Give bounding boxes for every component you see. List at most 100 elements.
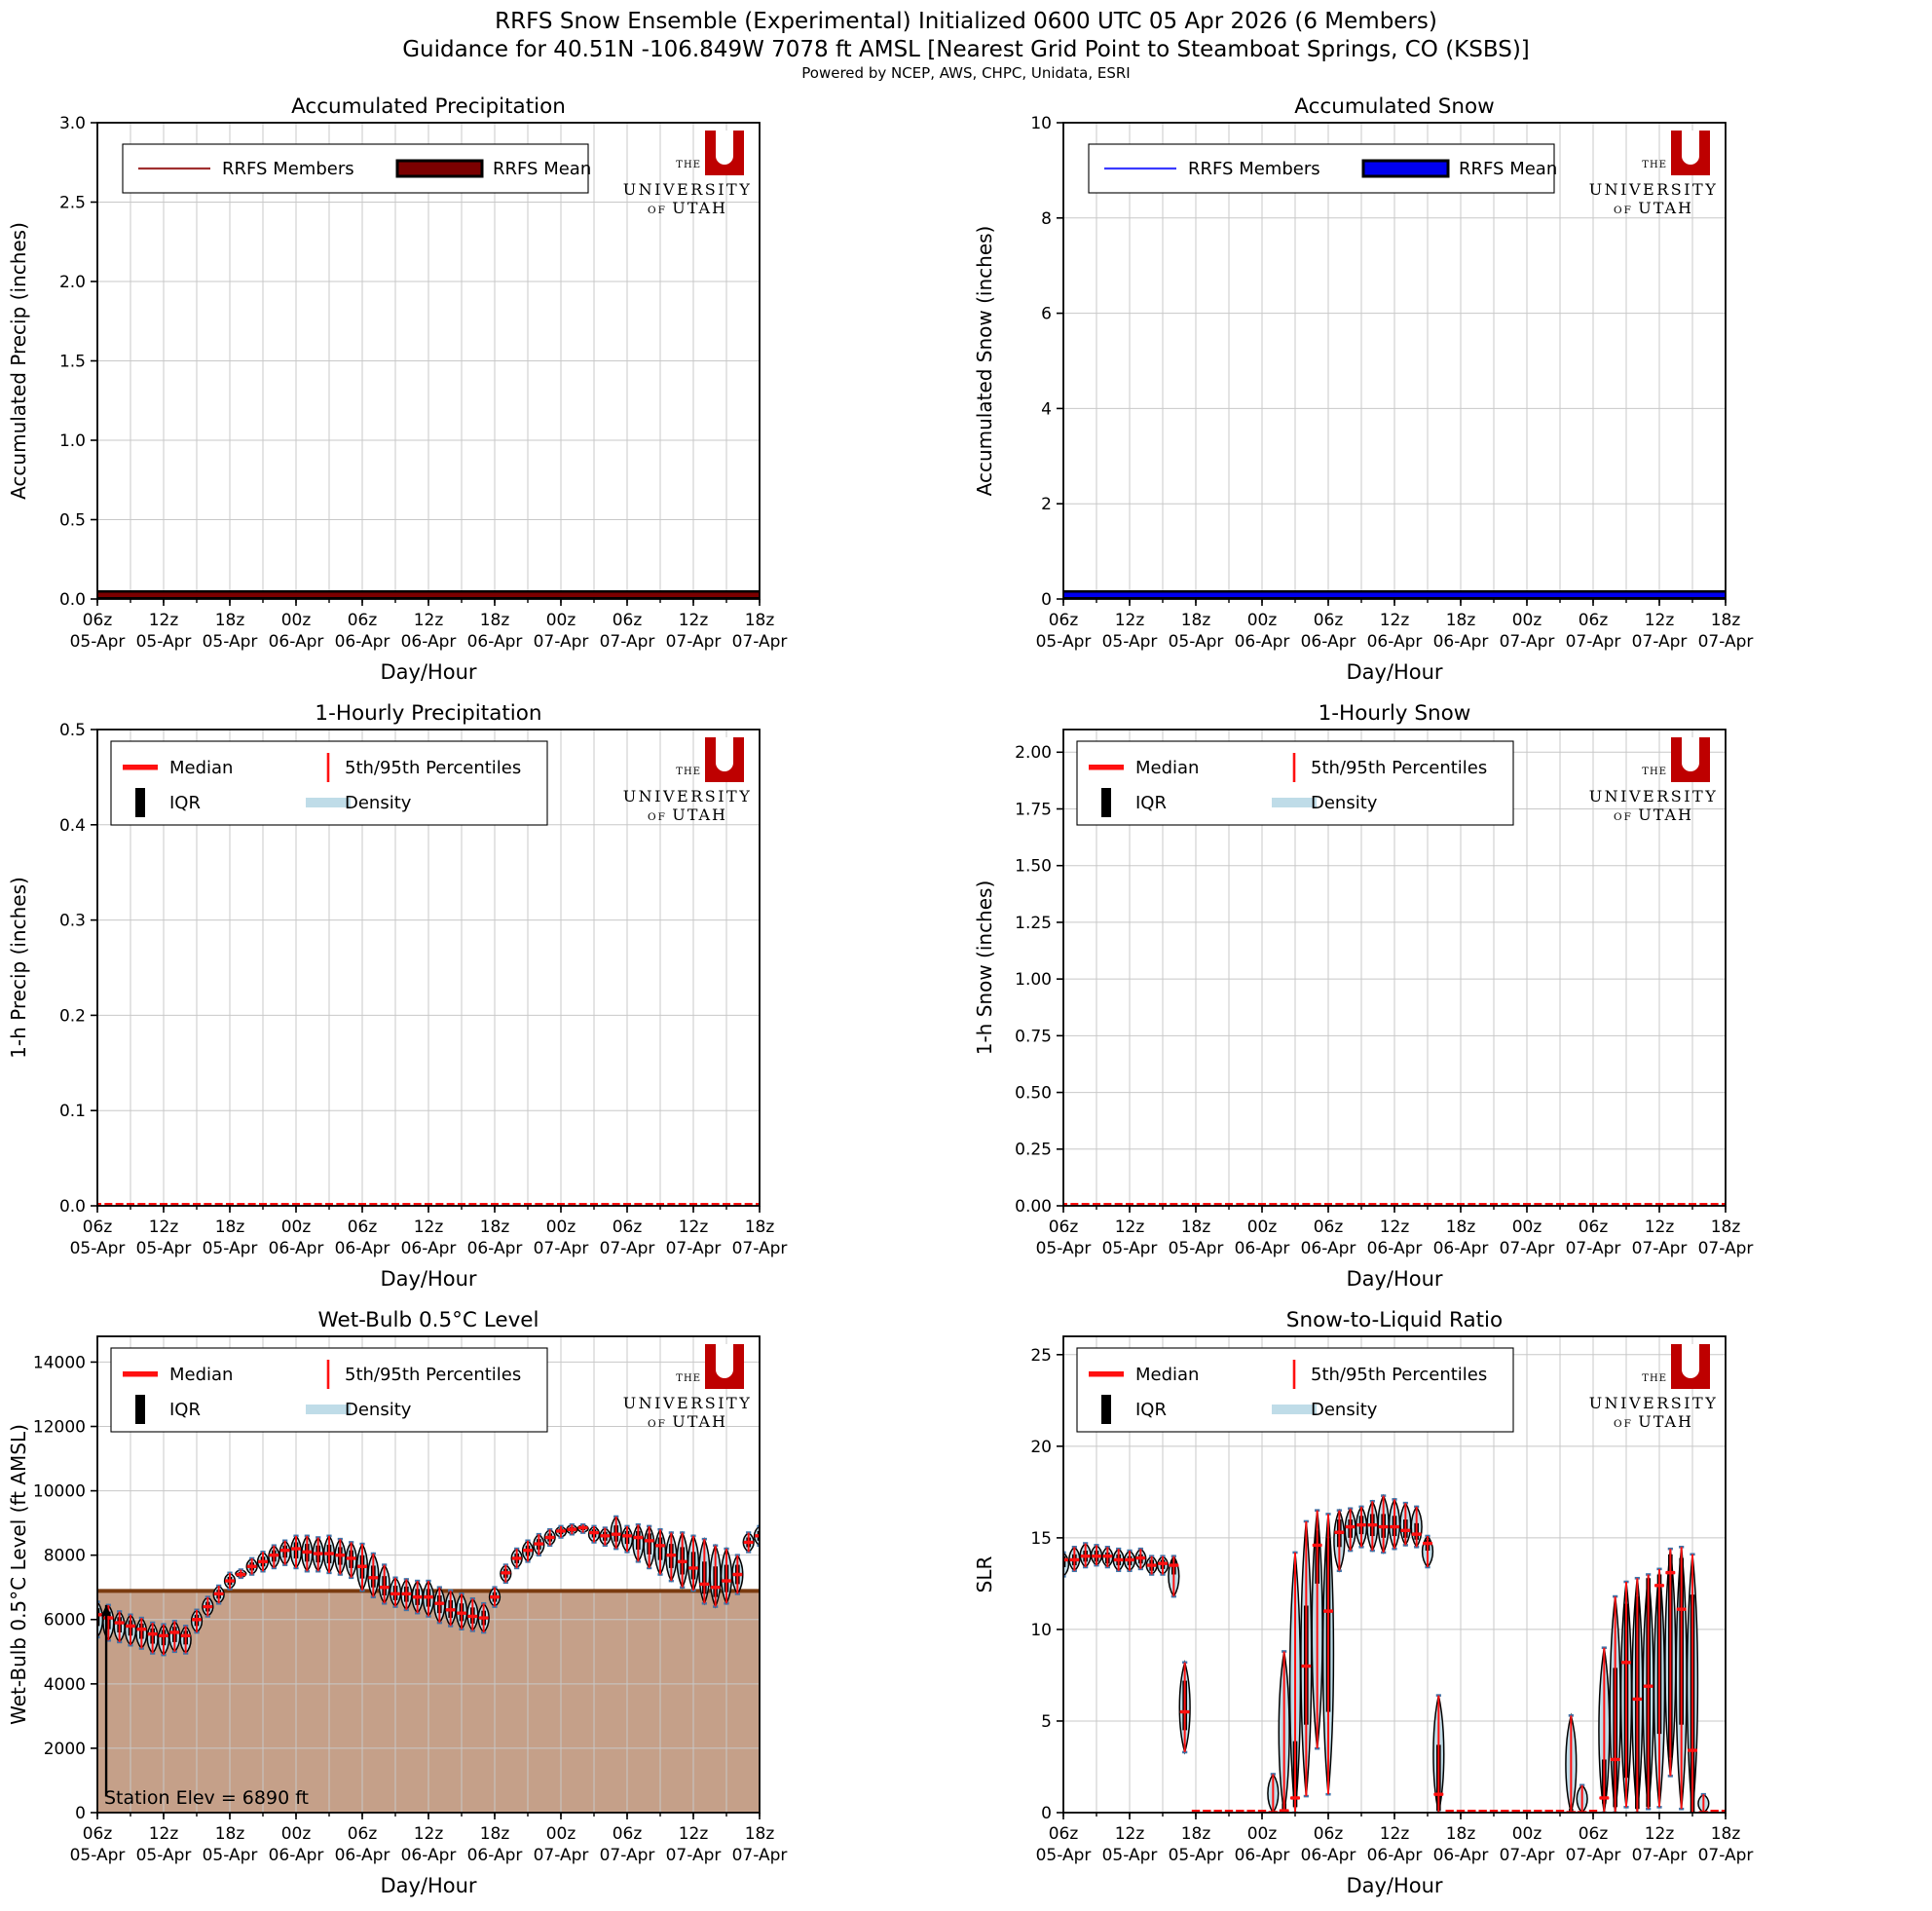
median-dash <box>236 1572 246 1577</box>
x-tick-label: 07-Apr <box>1566 1846 1621 1865</box>
panels-grid: 06z 05-Apr 12z 05-Apr 18z 05-Apr 00z 06-Apr 06z 0… <box>0 90 1932 1910</box>
x-tick-label: 05-Apr <box>136 632 192 652</box>
median-dash <box>1589 1203 1597 1206</box>
median-dash <box>1213 1203 1222 1206</box>
station-elev-annotation: Station Elev = 6890 ft <box>101 1604 309 1809</box>
median-dash <box>1411 1532 1422 1536</box>
x-tick-label: 00z <box>1512 1218 1542 1237</box>
svg-text:THE: THE <box>676 160 701 170</box>
median-dash <box>1655 1203 1663 1206</box>
median-dash <box>633 1535 644 1540</box>
median-dash <box>1092 1554 1101 1558</box>
x-tick-label: 05-Apr <box>70 1239 126 1258</box>
x-tick-label: 07-Apr <box>666 1846 722 1865</box>
median-dash <box>667 1203 676 1206</box>
median-dash <box>1556 1203 1564 1206</box>
median-dash <box>390 1592 400 1596</box>
x-tick-label: 12z <box>1645 1824 1675 1844</box>
x-tick-label: 05-Apr <box>1036 1239 1092 1258</box>
median-dash <box>589 1530 599 1535</box>
median-dash <box>689 1203 697 1206</box>
median-dash <box>336 1203 345 1206</box>
median-dash <box>468 1203 477 1206</box>
x-tick-label: 00z <box>1247 1218 1278 1237</box>
median-dash <box>567 1527 577 1531</box>
x-tick-label: 07-Apr <box>732 632 788 652</box>
y-tick-label: 12000 <box>33 1417 86 1437</box>
density-swatch <box>306 1405 351 1414</box>
x-tick-label: 05-Apr <box>203 632 258 652</box>
median-dash <box>97 1613 102 1617</box>
x-tick-label: 12z <box>149 1218 179 1237</box>
y-tick-label: 5 <box>1041 1712 1052 1732</box>
median-dash <box>1346 1203 1355 1206</box>
panel-hourly-precipitation: 06z 05-Apr 12z 05-Apr 18z 05-Apr 00z 06-Apr 06z 0… <box>0 696 966 1303</box>
y-tick-label: 2.00 <box>1015 743 1052 763</box>
median-dash <box>1136 1203 1145 1206</box>
y-tick-label: 0.5 <box>59 510 86 530</box>
median-dash <box>1445 1203 1454 1206</box>
x-tick-label: 06z <box>1049 1824 1079 1844</box>
panel-hourly-snow: 06z 05-Apr 12z 05-Apr 18z 05-Apr 00z 06-Apr 06z 0… <box>966 696 1932 1303</box>
median-dash <box>279 1549 290 1553</box>
svg-text:UNIVERSITY: UNIVERSITY <box>1589 180 1719 199</box>
x-tick-label: 00z <box>1512 611 1542 630</box>
y-tick-label: 10 <box>1030 1621 1052 1640</box>
x-tick-label: 00z <box>546 611 576 630</box>
x-tick-label: 06-Apr <box>1433 632 1489 652</box>
ensemble-mean-line <box>1063 592 1726 597</box>
legend-iqr-label: IQR <box>169 793 201 813</box>
x-axis-label: Day/Hour <box>1346 1874 1442 1897</box>
x-tick-label: 00z <box>546 1218 576 1237</box>
median-dash <box>1236 1203 1245 1206</box>
median-dash <box>755 1534 760 1538</box>
y-axis-label: 1-h Snow (inches) <box>973 881 996 1056</box>
median-dash <box>590 1203 598 1206</box>
x-tick-label: 06-Apr <box>467 1846 523 1865</box>
x-tick-label: 05-Apr <box>1169 1846 1224 1865</box>
svg-text:UNIVERSITY: UNIVERSITY <box>623 787 753 806</box>
median-dash <box>1335 1203 1344 1206</box>
median-dash <box>568 1203 576 1206</box>
median-dash <box>214 1203 223 1206</box>
median-dash <box>577 1525 588 1530</box>
median-dash <box>732 1572 743 1577</box>
median-dash <box>1434 1203 1443 1206</box>
data-series <box>97 1203 760 1206</box>
x-tick-label: 06z <box>613 1824 643 1844</box>
median-dash <box>413 1203 422 1206</box>
y-axis-label: Accumulated Snow (inches) <box>973 226 996 497</box>
median-dash <box>1689 1203 1696 1206</box>
median-dash <box>601 1203 610 1206</box>
median-dash <box>1390 1524 1399 1529</box>
iqr-bar <box>1063 1555 1066 1567</box>
x-tick-label: 05-Apr <box>1102 632 1158 652</box>
median-dash <box>137 1203 146 1206</box>
x-tick-label: 12z <box>679 1824 709 1844</box>
x-tick-label: 06z <box>348 1824 378 1844</box>
x-tick-label: 07-Apr <box>1500 1846 1555 1865</box>
x-tick-label: 05-Apr <box>70 1846 126 1865</box>
median-dash <box>1578 1203 1586 1206</box>
legend: Median 5th/95th Percentiles IQR Density <box>110 740 548 826</box>
x-tick-label: 18z <box>1711 611 1741 630</box>
median-dash <box>402 1203 411 1206</box>
x-tick-label: 05-Apr <box>1102 1846 1158 1865</box>
median-dash <box>314 1203 322 1206</box>
x-tick-label: 00z <box>281 611 312 630</box>
median-dash <box>1158 1561 1168 1565</box>
svg-text:UNIVERSITY: UNIVERSITY <box>1589 787 1719 806</box>
median-dash <box>710 1586 721 1590</box>
iqr-bar <box>97 1608 100 1627</box>
chart-hourly_snow: 06z05-Apr12z05-Apr18z05-Apr00z06-Apr06z0… <box>973 701 1753 1291</box>
median-dash <box>226 1203 234 1206</box>
legend-members-label: RRFS Members <box>1188 159 1320 179</box>
median-dash <box>237 1203 245 1206</box>
x-tick-label: 18z <box>480 1824 510 1844</box>
x-tick-label: 06z <box>83 1218 113 1237</box>
y-tick-label: 10 <box>1030 114 1052 133</box>
legend-iqr-label: IQR <box>169 1400 201 1420</box>
y-tick-label: 0.50 <box>1015 1084 1052 1104</box>
median-dash <box>1357 1203 1365 1206</box>
legend-median-label: Median <box>1135 758 1199 778</box>
